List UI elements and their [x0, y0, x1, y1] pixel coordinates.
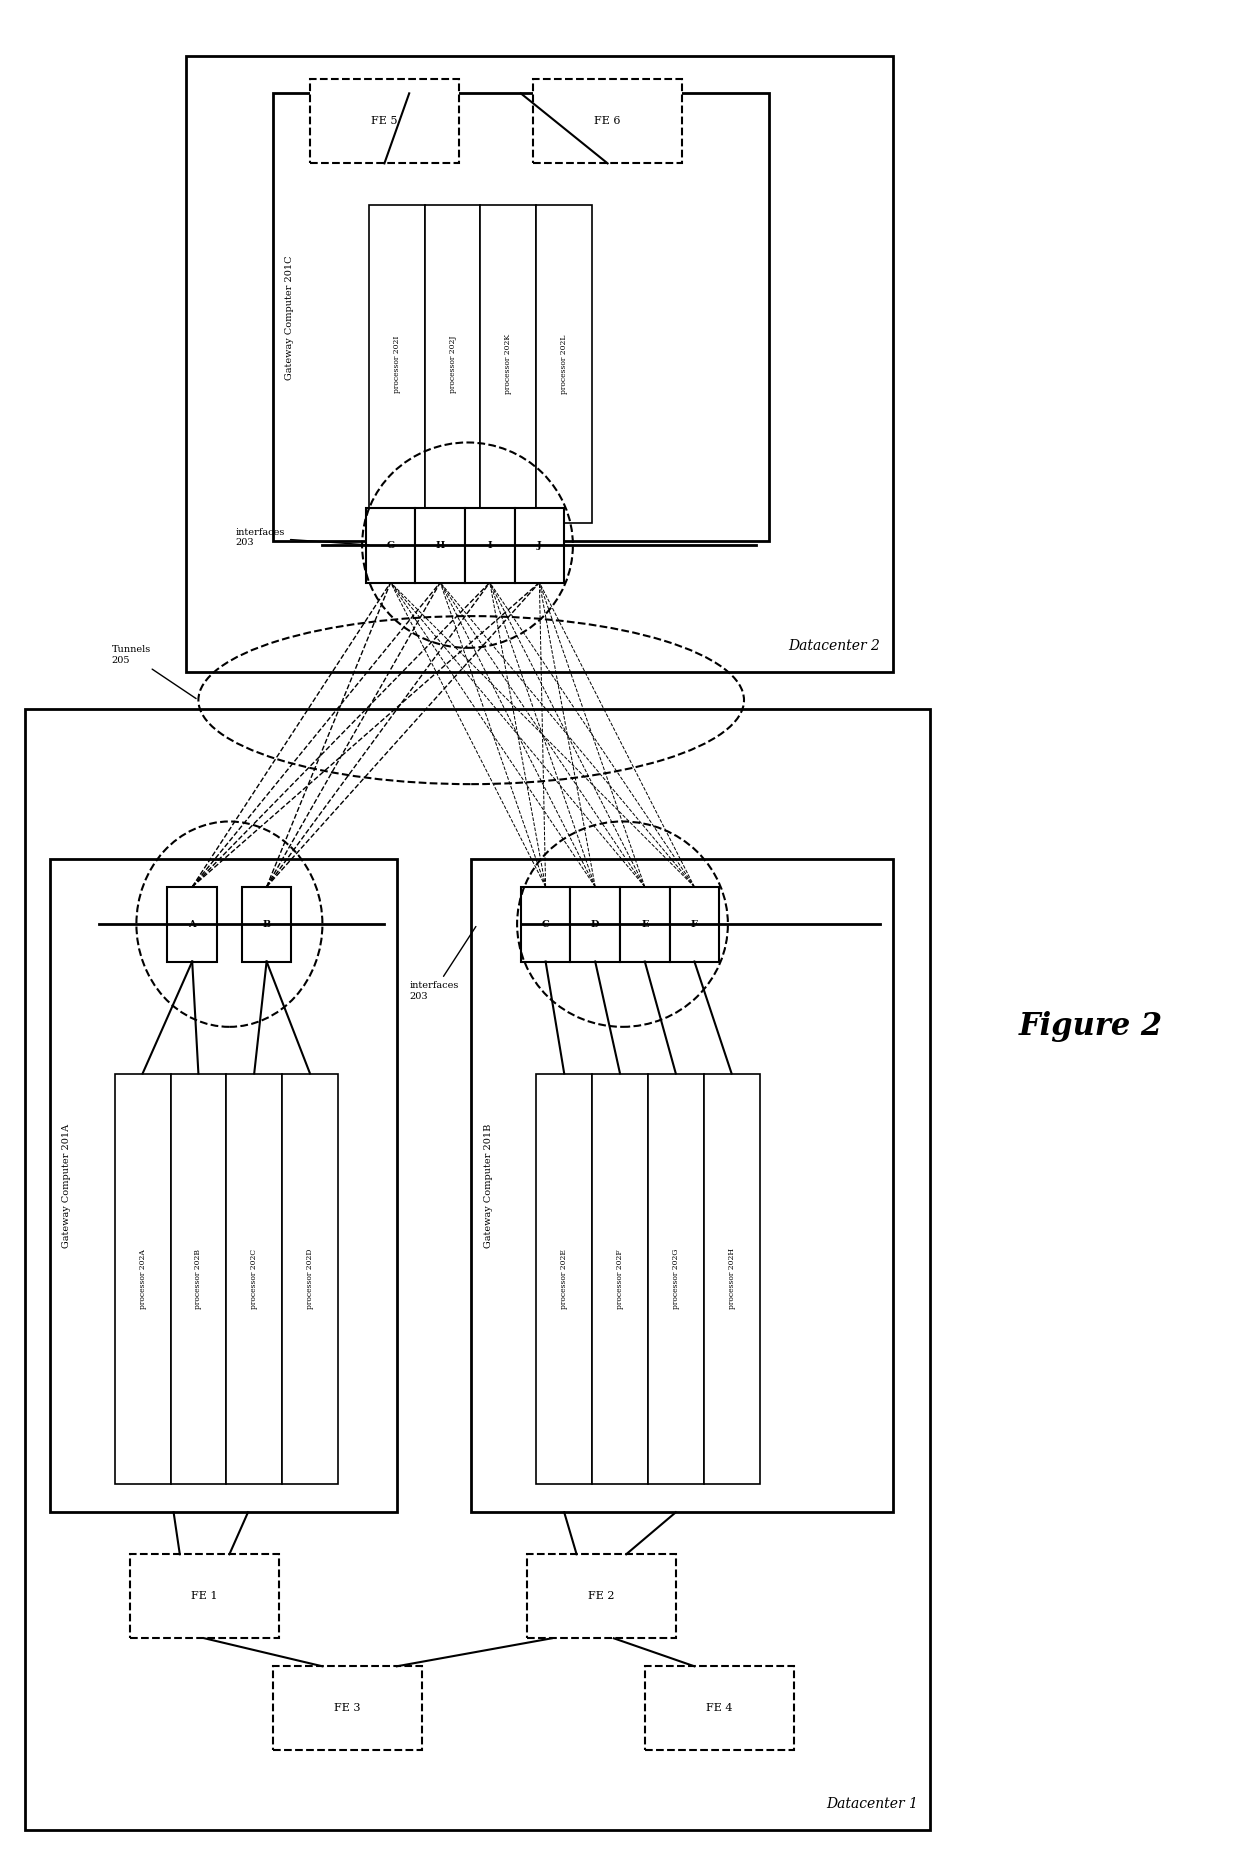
Text: processor 202L: processor 202L: [560, 334, 568, 394]
FancyBboxPatch shape: [273, 1667, 422, 1751]
FancyBboxPatch shape: [515, 508, 564, 583]
Text: Gateway Computer 201B: Gateway Computer 201B: [484, 1124, 492, 1247]
Text: D: D: [591, 920, 599, 928]
FancyBboxPatch shape: [649, 1074, 704, 1484]
FancyBboxPatch shape: [370, 205, 424, 523]
Text: H: H: [435, 541, 445, 549]
Text: processor 202E: processor 202E: [560, 1249, 568, 1309]
FancyBboxPatch shape: [171, 1074, 226, 1484]
Text: processor 202J: processor 202J: [449, 336, 456, 392]
Text: Datacenter 1: Datacenter 1: [826, 1798, 918, 1811]
Text: G: G: [387, 541, 394, 549]
Text: processor 202I: processor 202I: [393, 336, 401, 392]
FancyBboxPatch shape: [424, 205, 480, 523]
Text: FE 3: FE 3: [334, 1703, 361, 1714]
FancyBboxPatch shape: [366, 508, 415, 583]
Text: FE 4: FE 4: [706, 1703, 733, 1714]
Text: Datacenter 2: Datacenter 2: [789, 640, 880, 653]
Text: Figure 2: Figure 2: [1019, 1012, 1163, 1042]
Text: I: I: [487, 541, 492, 549]
FancyBboxPatch shape: [283, 1074, 337, 1484]
FancyBboxPatch shape: [620, 887, 670, 962]
FancyBboxPatch shape: [593, 1074, 647, 1484]
Text: J: J: [537, 541, 542, 549]
Text: processor 202K: processor 202K: [505, 334, 512, 394]
Text: FE 1: FE 1: [191, 1591, 218, 1602]
FancyBboxPatch shape: [186, 56, 893, 672]
FancyBboxPatch shape: [570, 887, 620, 962]
Text: Tunnels
205: Tunnels 205: [112, 646, 196, 698]
Text: Gateway Computer 201C: Gateway Computer 201C: [285, 256, 294, 379]
FancyBboxPatch shape: [310, 78, 459, 162]
FancyBboxPatch shape: [242, 887, 291, 962]
Text: C: C: [542, 920, 549, 928]
Text: Gateway Computer 201A: Gateway Computer 201A: [62, 1124, 71, 1247]
FancyBboxPatch shape: [114, 1074, 171, 1484]
Text: FE 5: FE 5: [371, 116, 398, 127]
FancyBboxPatch shape: [130, 1553, 279, 1639]
FancyBboxPatch shape: [704, 1074, 759, 1484]
FancyBboxPatch shape: [480, 205, 536, 523]
FancyBboxPatch shape: [167, 887, 217, 962]
Text: interfaces
203: interfaces 203: [409, 926, 476, 1001]
Text: processor 202G: processor 202G: [672, 1249, 680, 1309]
Text: A: A: [188, 920, 196, 928]
FancyBboxPatch shape: [226, 1074, 281, 1484]
Text: processor 202B: processor 202B: [195, 1249, 202, 1309]
FancyBboxPatch shape: [25, 709, 930, 1830]
Text: B: B: [263, 920, 270, 928]
FancyBboxPatch shape: [471, 859, 893, 1512]
Text: interfaces
203: interfaces 203: [236, 528, 370, 547]
Text: processor 202A: processor 202A: [139, 1249, 146, 1309]
FancyBboxPatch shape: [521, 887, 570, 962]
FancyBboxPatch shape: [415, 508, 465, 583]
FancyBboxPatch shape: [50, 859, 397, 1512]
Text: E: E: [641, 920, 649, 928]
Text: FE 2: FE 2: [588, 1591, 615, 1602]
FancyBboxPatch shape: [670, 887, 719, 962]
FancyBboxPatch shape: [536, 205, 593, 523]
Text: processor 202F: processor 202F: [616, 1249, 624, 1309]
FancyBboxPatch shape: [536, 1074, 593, 1484]
FancyBboxPatch shape: [273, 93, 769, 541]
Text: F: F: [691, 920, 698, 928]
FancyBboxPatch shape: [645, 1667, 794, 1751]
FancyBboxPatch shape: [527, 1553, 676, 1639]
Text: processor 202D: processor 202D: [306, 1249, 314, 1309]
Text: processor 202C: processor 202C: [250, 1249, 258, 1309]
Text: FE 6: FE 6: [594, 116, 621, 127]
FancyBboxPatch shape: [465, 508, 515, 583]
Text: processor 202H: processor 202H: [728, 1249, 735, 1309]
FancyBboxPatch shape: [533, 78, 682, 162]
